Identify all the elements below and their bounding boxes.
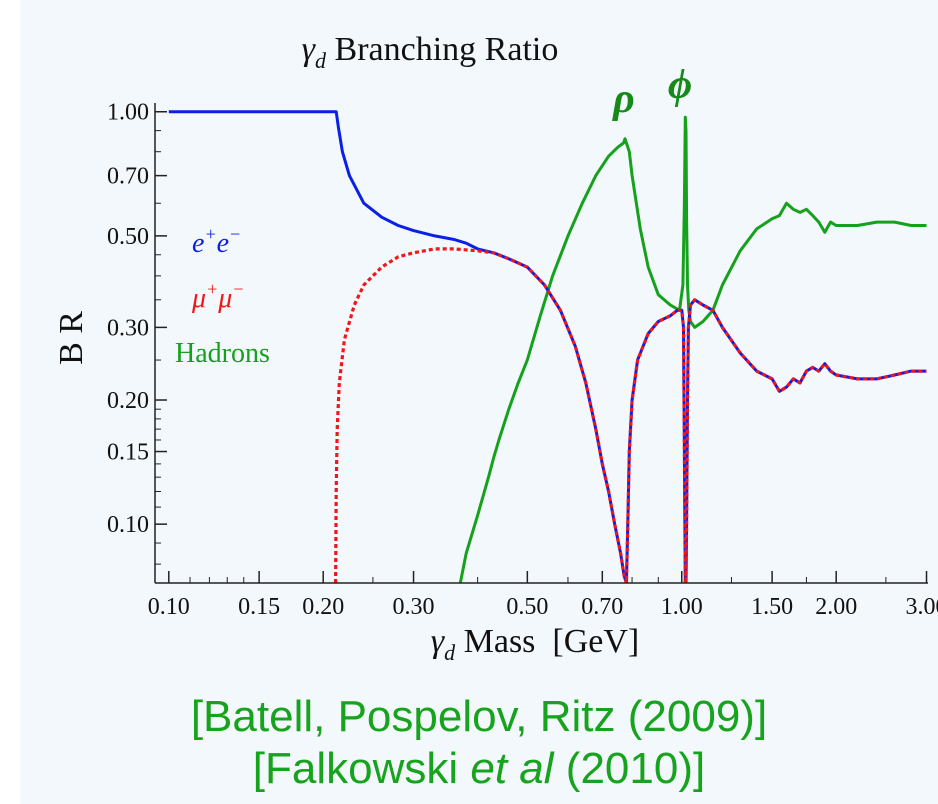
- x-tick-label: 1.00: [661, 594, 703, 620]
- chart-title-gamma: γ: [302, 31, 317, 68]
- x-tick-label: 2.00: [815, 594, 857, 620]
- rho-label: ρ: [611, 76, 635, 122]
- phi-label: ϕ: [668, 62, 692, 108]
- legend: e+e− μ+μ− Hadrons: [175, 224, 270, 369]
- y-axis-label: B R: [53, 311, 90, 365]
- reference-falkowski-post: (2010)]: [553, 744, 706, 793]
- slide-panel: [20, 0, 938, 804]
- reference-batell: [Batell, Pospelov, Ritz (2009)]: [190, 692, 768, 741]
- series-line-hadrons: [458, 115, 927, 583]
- reference-falkowski-pre: [Falkowski: [252, 744, 471, 793]
- legend-mumu: μ+μ−: [191, 279, 244, 314]
- reference-falkowski-italic: et al: [470, 744, 554, 793]
- y-tick-label: 0.15: [107, 440, 149, 466]
- x-axis-label-gamma: γ: [431, 623, 446, 660]
- reference-falkowski: [Falkowski et al (2010)]: [20, 747, 938, 791]
- y-tick-label: 0.70: [107, 164, 149, 190]
- x-tick-label: 0.10: [148, 594, 190, 620]
- x-tick-label: 0.30: [393, 594, 435, 620]
- x-tick-label: 3.00: [906, 594, 938, 620]
- series-line-mumu: [334, 247, 927, 583]
- y-tick-label: 0.50: [107, 224, 149, 250]
- series-line-ee: [168, 110, 927, 583]
- x-tick-label: 0.20: [302, 594, 344, 620]
- x-tick-label: 0.15: [238, 594, 280, 620]
- x-axis-label: γd Mass [GeV]: [431, 623, 640, 665]
- y-tick-label: 0.20: [107, 388, 149, 414]
- chart-title-subscript: d: [315, 48, 327, 73]
- x-axis-label-text: Mass [GeV]: [455, 623, 639, 660]
- y-tick-label: 0.30: [107, 315, 149, 341]
- y-tick-label: 0.10: [107, 512, 149, 538]
- chart-title: γd Branching Ratio: [302, 31, 559, 73]
- plot-area: 0.10 0.15 0.20 0.30 0.50 0.70 1.00 0.10 0.15 0.20…: [107, 100, 938, 620]
- chart-title-text: Branching Ratio: [326, 31, 558, 68]
- x-tick-label: 0.70: [581, 594, 623, 620]
- legend-hadrons: Hadrons: [175, 338, 270, 369]
- series-group: [168, 110, 927, 583]
- y-tick-label: 1.00: [107, 100, 149, 126]
- x-tick-label: 1.50: [751, 594, 793, 620]
- x-tick-label: 0.50: [506, 594, 548, 620]
- x-axis-label-subscript: d: [444, 640, 456, 665]
- legend-ee: e+e−: [192, 224, 241, 259]
